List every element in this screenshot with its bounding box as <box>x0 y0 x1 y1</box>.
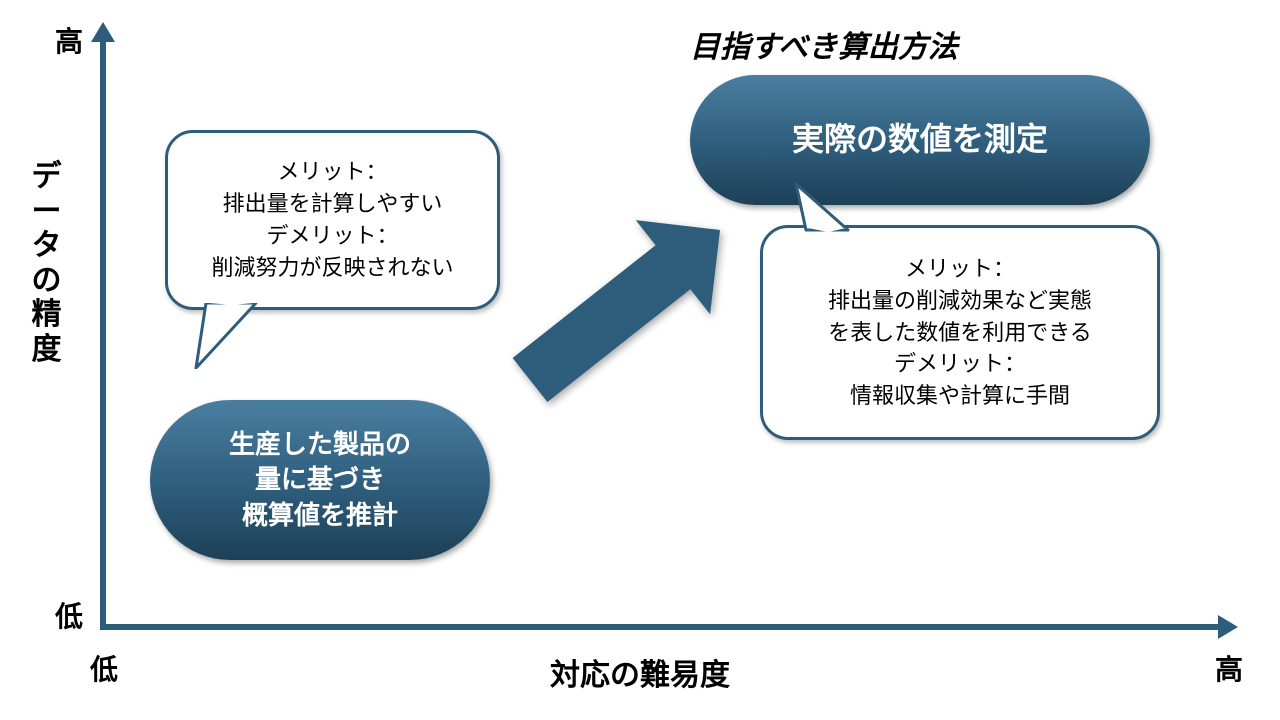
bubble-tail-icon <box>788 182 868 232</box>
pill-measure: 実際の数値を測定 <box>690 75 1150 205</box>
x-axis-label: 対応の難易度 <box>0 650 1280 694</box>
y-axis-line <box>100 40 106 630</box>
header-title: 目指すべき算出方法 <box>690 22 958 66</box>
pill-estimate-text: 生産した製品の量に基づき概算値を推計 <box>229 427 411 532</box>
x-axis-line <box>100 624 1220 630</box>
x-axis-arrowhead-icon <box>1218 615 1238 639</box>
y-axis-arrowhead-icon <box>91 22 115 42</box>
speech-bubble-right: メリット：排出量の削減効果など実態を表した数値を利用できるデメリット：情報収集や… <box>760 225 1160 440</box>
y-tick-low: 低 <box>55 595 83 635</box>
y-axis-label: データの精度 <box>30 160 63 367</box>
bubble-right-text: メリット：排出量の削減効果など実態を表した数値を利用できるデメリット：情報収集や… <box>828 253 1092 412</box>
y-tick-high: 高 <box>55 20 83 60</box>
pill-measure-text: 実際の数値を測定 <box>792 118 1048 161</box>
bubble-tail-icon <box>188 303 278 369</box>
